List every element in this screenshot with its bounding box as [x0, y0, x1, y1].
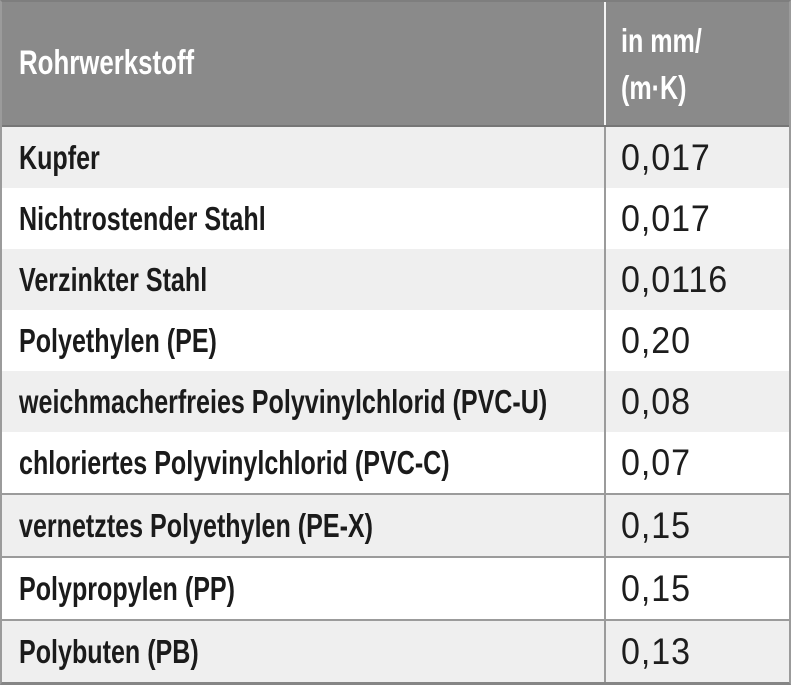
value-cell: 0,017 — [604, 127, 789, 188]
value-label: 0,017 — [621, 136, 711, 178]
header-unit-line1: in mm/ — [621, 21, 702, 59]
material-cell: Polypropylen (PP) — [2, 558, 604, 619]
value-cell: 0,13 — [604, 621, 789, 682]
header-unit-cell: in mm/ (m·K) — [604, 2, 789, 125]
table-row: Nichtrostender Stahl 0,017 — [2, 188, 789, 249]
material-label: Polypropylen (PP) — [19, 569, 236, 607]
material-cell: Polyethylen (PE) — [2, 310, 604, 371]
header-unit-line2: (m·K) — [621, 68, 687, 106]
table-row: vernetztes Polyethylen (PE-X) 0,15 — [2, 493, 789, 556]
table-row: chloriertes Polyvinylchlorid (PVC-C) 0,0… — [2, 432, 789, 493]
pipe-material-expansion-table: Rohrwerkstoff in mm/ (m·K) Kupfer 0,017 … — [0, 0, 791, 685]
value-label: 0,07 — [621, 441, 691, 483]
table-row: Polyethylen (PE) 0,20 — [2, 310, 789, 371]
header-unit-label: in mm/ (m·K) — [621, 17, 702, 111]
value-cell: 0,08 — [604, 371, 789, 432]
material-label: vernetztes Polyethylen (PE-X) — [19, 506, 374, 544]
header-material-cell: Rohrwerkstoff — [2, 2, 604, 125]
material-label: Polyethylen (PE) — [19, 321, 217, 359]
value-cell: 0,0116 — [604, 249, 789, 310]
material-cell: Kupfer — [2, 127, 604, 188]
material-cell: Verzinkter Stahl — [2, 249, 604, 310]
value-label: 0,08 — [621, 380, 691, 422]
material-label: Polybuten (PB) — [19, 632, 199, 670]
table-row: weichmacherfreies Polyvinylchlorid (PVC-… — [2, 371, 789, 432]
header-material-label: Rohrwerkstoff — [19, 44, 195, 82]
material-label: Verzinkter Stahl — [19, 260, 208, 298]
table-row: Kupfer 0,017 — [2, 127, 789, 188]
value-label: 0,15 — [621, 504, 691, 546]
table-row: Verzinkter Stahl 0,0116 — [2, 249, 789, 310]
value-cell: 0,15 — [604, 558, 789, 619]
material-cell: vernetztes Polyethylen (PE-X) — [2, 495, 604, 556]
value-label: 0,20 — [621, 319, 691, 361]
table-header-row: Rohrwerkstoff in mm/ (m·K) — [2, 2, 789, 127]
material-cell: Nichtrostender Stahl — [2, 188, 604, 249]
value-label: 0,017 — [621, 197, 711, 239]
material-label: Nichtrostender Stahl — [19, 199, 266, 237]
table-row: Polybuten (PB) 0,13 — [2, 619, 789, 682]
value-cell: 0,20 — [604, 310, 789, 371]
material-label: weichmacherfreies Polyvinylchlorid (PVC-… — [19, 382, 548, 420]
material-label: Kupfer — [19, 138, 100, 176]
value-label: 0,13 — [621, 630, 691, 672]
value-cell: 0,15 — [604, 495, 789, 556]
material-label: chloriertes Polyvinylchlorid (PVC-C) — [19, 443, 450, 481]
value-cell: 0,017 — [604, 188, 789, 249]
value-label: 0,0116 — [621, 258, 729, 300]
table-row: Polypropylen (PP) 0,15 — [2, 556, 789, 619]
material-cell: Polybuten (PB) — [2, 621, 604, 682]
material-cell: chloriertes Polyvinylchlorid (PVC-C) — [2, 432, 604, 493]
material-cell: weichmacherfreies Polyvinylchlorid (PVC-… — [2, 371, 604, 432]
value-cell: 0,07 — [604, 432, 789, 493]
value-label: 0,15 — [621, 567, 691, 609]
